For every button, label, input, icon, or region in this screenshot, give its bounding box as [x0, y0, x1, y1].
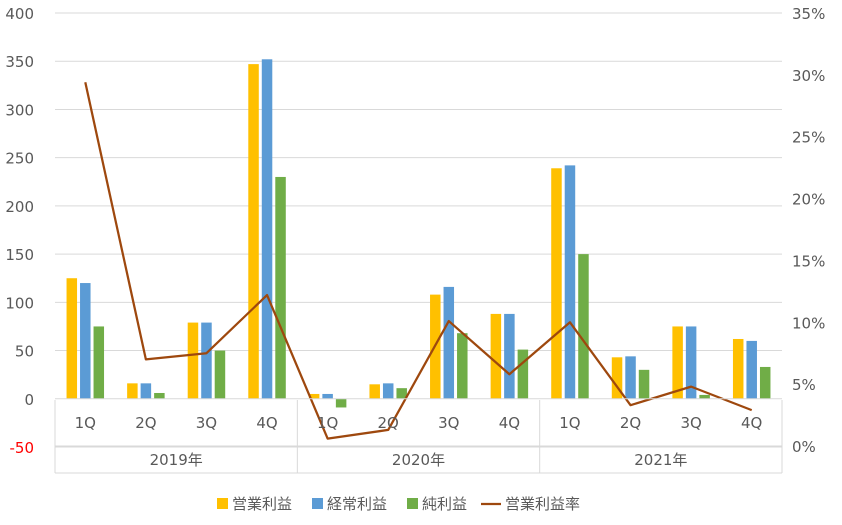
y-right-tick-label: 5% — [792, 376, 816, 394]
y-left-tick-label: 0 — [24, 391, 34, 409]
bar-2 — [625, 356, 636, 399]
bar-2 — [685, 326, 697, 399]
x-tick-label: 3Q — [196, 414, 217, 432]
bar-3 — [93, 326, 105, 399]
line-series — [84, 82, 753, 440]
legend: 営業利益 経常利益 純利益 営業利益率 — [217, 495, 580, 513]
bar-2 — [564, 165, 576, 399]
bar-1 — [551, 168, 562, 399]
y-right-tick-label: 25% — [792, 129, 825, 147]
x-tick-label: 2Q — [620, 414, 641, 432]
bar-2 — [140, 383, 152, 399]
legend-label: 経常利益 — [327, 495, 387, 513]
y-right-tick-label: 20% — [792, 191, 825, 209]
legend-label: 純利益 — [422, 495, 467, 513]
bar-2 — [746, 340, 757, 399]
y-right-tick-label: 0% — [792, 438, 816, 456]
y-right-tick-label: 10% — [792, 314, 825, 332]
x-tick-label: 4Q — [741, 414, 762, 432]
bar-3 — [214, 350, 226, 399]
x-tick-label: 4Q — [256, 414, 277, 432]
y-left-tick-label: -50 — [10, 439, 35, 457]
bar-1 — [66, 278, 78, 399]
bar-3 — [154, 392, 165, 399]
bar-3 — [396, 388, 407, 399]
bar-2 — [443, 286, 455, 399]
y-left-tick-label: 250 — [5, 150, 34, 168]
legend-swatch — [407, 498, 418, 509]
x-tick-label: 3Q — [680, 414, 701, 432]
bar-3 — [578, 254, 589, 399]
bar-1 — [490, 313, 502, 399]
y-left-tick-label: 150 — [5, 246, 34, 264]
x-tick-label: 2Q — [135, 414, 156, 432]
bar-1 — [732, 338, 744, 399]
bar-1 — [248, 64, 259, 399]
bar-1 — [308, 393, 320, 399]
legend-swatch — [312, 498, 323, 509]
bar-3 — [699, 394, 710, 399]
group-label: 2019年 — [150, 451, 203, 469]
y-left-tick-label: 100 — [5, 294, 34, 312]
y-left-tick-label: 50 — [15, 343, 34, 361]
bar-3 — [517, 349, 529, 399]
x-tick-label: 3Q — [438, 414, 459, 432]
x-tick-label: 1Q — [317, 414, 338, 432]
y-left-tick-label: 350 — [5, 53, 34, 71]
x-tick-label: 1Q — [559, 414, 580, 432]
x-tick-label: 1Q — [75, 414, 96, 432]
bar-3 — [335, 398, 347, 408]
legend-label: 営業利益率 — [505, 495, 580, 513]
bar-2 — [201, 322, 212, 399]
bar-1 — [127, 383, 138, 399]
bar-2 — [322, 393, 333, 399]
y-left-tick-label: 400 — [5, 5, 34, 23]
y-left-tick-label: 200 — [5, 198, 34, 216]
line-operating-margin — [84, 82, 753, 440]
bar-3 — [275, 176, 286, 399]
x-tick-label: 2Q — [378, 414, 399, 432]
x-tick-label: 4Q — [499, 414, 520, 432]
bar-1 — [672, 326, 683, 399]
bar-1 — [611, 357, 623, 399]
bar-3 — [457, 333, 468, 399]
bar-1 — [369, 384, 380, 399]
group-label: 2020年 — [392, 451, 445, 469]
axes: 400 350 300 250 200 150 100 50 0 -50 35% 30% 25% 20% 1… — [5, 5, 825, 474]
bar-2 — [80, 283, 91, 399]
gridlines — [55, 12, 782, 448]
bar-1 — [187, 322, 199, 399]
y-right-tick-label: 30% — [792, 67, 825, 85]
group-label: 2021年 — [634, 451, 687, 469]
bar-3 — [638, 369, 650, 399]
bars — [66, 59, 771, 408]
legend-label: 営業利益 — [232, 495, 292, 513]
y-left-tick-label: 300 — [5, 101, 34, 119]
y-right-tick-label: 35% — [792, 5, 825, 23]
bar-2 — [261, 59, 273, 399]
legend-swatch — [217, 498, 228, 509]
bar-2 — [504, 313, 515, 399]
bar-3 — [759, 366, 771, 399]
bar-2 — [382, 383, 394, 399]
y-right-tick-label: 15% — [792, 252, 825, 270]
